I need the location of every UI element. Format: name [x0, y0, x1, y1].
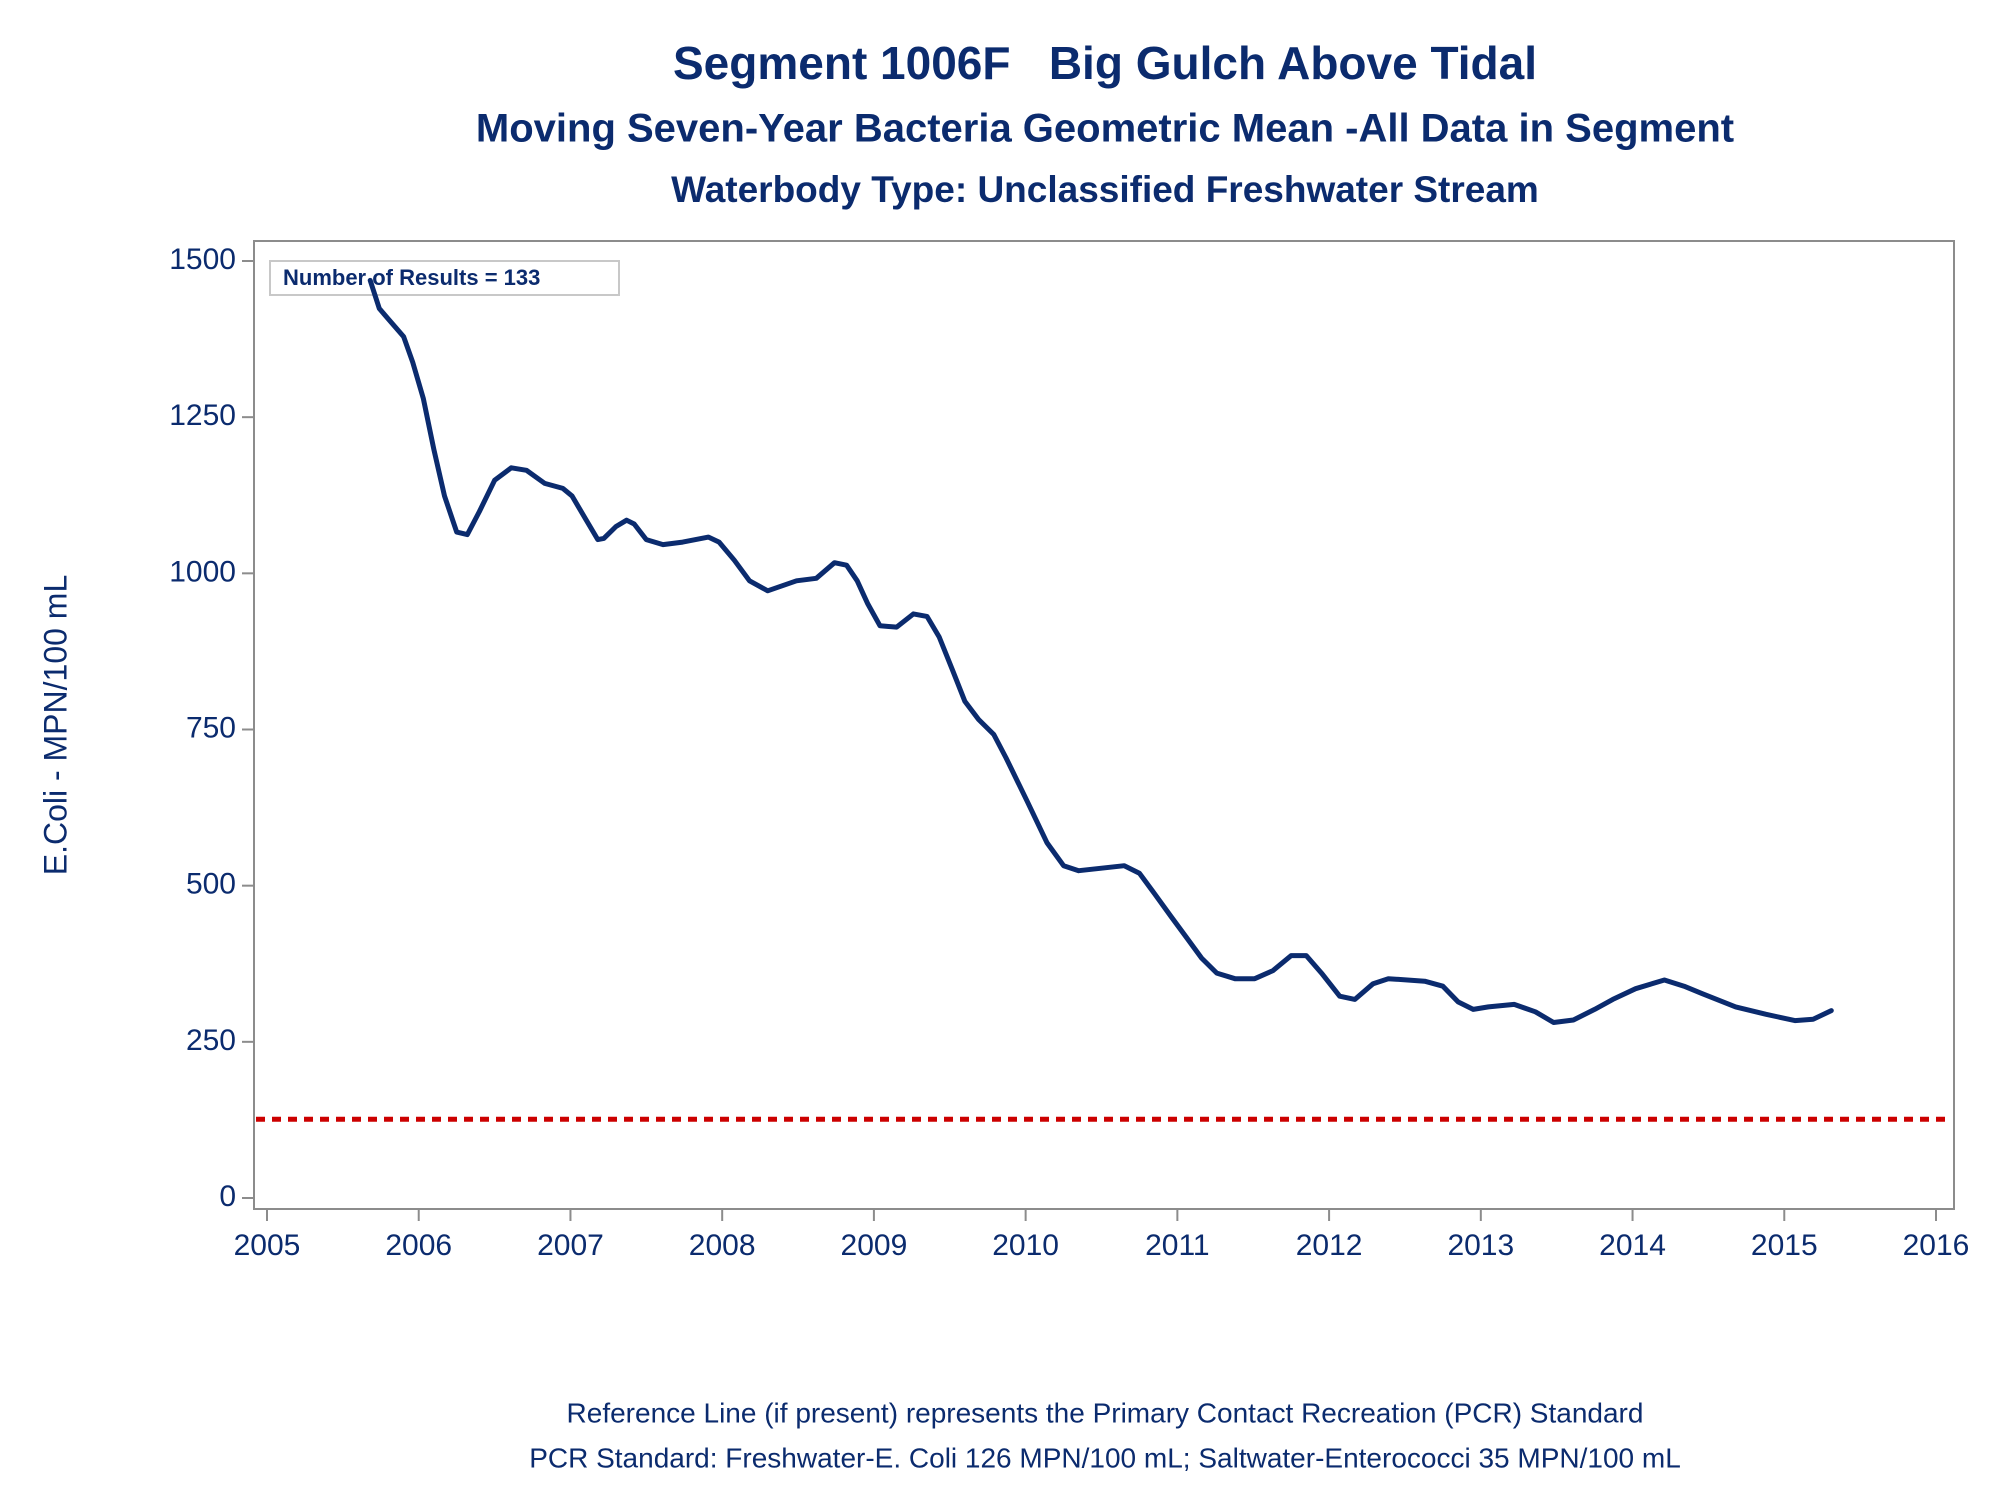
x-tick-label: 2012 — [1296, 1229, 1363, 1262]
x-tick-label: 2009 — [841, 1229, 908, 1262]
x-tick-label: 2013 — [1447, 1229, 1514, 1262]
x-tick-label: 2011 — [1145, 1229, 1210, 1262]
chart-title: Segment 1006F Big Gulch Above Tidal — [673, 37, 1537, 89]
annotation-box — [269, 260, 620, 296]
x-tick-label: 2015 — [1751, 1229, 1818, 1262]
y-tick-label: 250 — [186, 1024, 236, 1057]
x-tick-label: 2014 — [1599, 1229, 1666, 1262]
plot-frame — [253, 240, 1955, 1210]
y-tick-label: 1250 — [169, 399, 236, 432]
data-line — [367, 277, 1834, 1025]
y-tick-label: 1500 — [169, 243, 236, 276]
x-tick-label: 2008 — [689, 1229, 756, 1262]
y-tick-label: 1000 — [169, 555, 236, 588]
y-tick-label: 750 — [186, 711, 236, 744]
y-tick-label: 0 — [219, 1180, 236, 1213]
x-tick-label: 2007 — [537, 1229, 604, 1262]
x-tick-label: 2005 — [234, 1229, 301, 1262]
chart-subtitle: Moving Seven-Year Bacteria Geometric Mea… — [476, 107, 1734, 151]
y-tick-label: 500 — [186, 868, 236, 901]
footnote: PCR Standard: Freshwater-E. Coli 126 MPN… — [529, 1442, 1681, 1473]
annotation: Number of Results = 133 — [283, 265, 540, 290]
y-axis-label: E.Coli - MPN/100 mL — [37, 575, 73, 876]
x-tick-label: 2006 — [385, 1229, 452, 1262]
x-tick-label: 2010 — [992, 1229, 1059, 1262]
x-tick-label: 2016 — [1903, 1229, 1970, 1262]
footnote: Reference Line (if present) represents t… — [567, 1397, 1644, 1428]
chart-subtitle: Waterbody Type: Unclassified Freshwater … — [671, 169, 1539, 210]
